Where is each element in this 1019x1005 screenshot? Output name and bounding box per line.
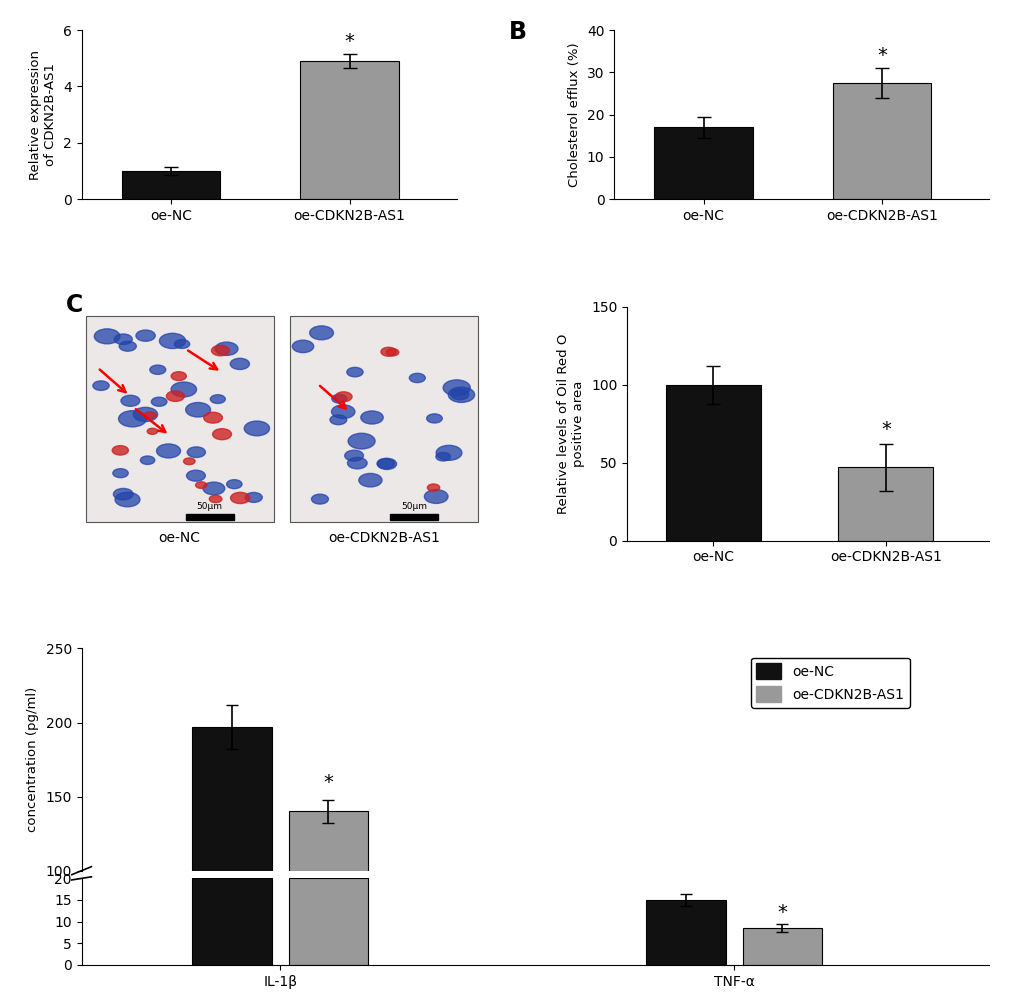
Circle shape xyxy=(380,348,396,356)
Circle shape xyxy=(215,342,237,356)
Circle shape xyxy=(436,445,462,460)
Bar xyxy=(833,83,930,199)
Circle shape xyxy=(114,334,132,345)
Circle shape xyxy=(113,468,128,477)
Circle shape xyxy=(361,411,383,424)
Circle shape xyxy=(331,394,346,403)
Circle shape xyxy=(204,412,222,423)
Circle shape xyxy=(150,365,166,375)
Y-axis label: Relative expression
of CDKN2B-AS1: Relative expression of CDKN2B-AS1 xyxy=(30,49,57,180)
Circle shape xyxy=(203,482,224,494)
Circle shape xyxy=(151,397,167,406)
Circle shape xyxy=(292,340,314,353)
Circle shape xyxy=(166,391,184,401)
Circle shape xyxy=(335,392,352,402)
Circle shape xyxy=(310,326,333,340)
Circle shape xyxy=(344,450,363,461)
Circle shape xyxy=(230,358,250,370)
Circle shape xyxy=(427,484,439,491)
Bar xyxy=(654,128,752,199)
Bar xyxy=(289,317,478,522)
Circle shape xyxy=(147,428,158,434)
Circle shape xyxy=(115,492,140,507)
Circle shape xyxy=(331,405,355,418)
Legend: oe-NC, oe-CDKN2B-AS1: oe-NC, oe-CDKN2B-AS1 xyxy=(750,657,909,708)
Circle shape xyxy=(186,470,205,481)
Circle shape xyxy=(377,458,396,469)
Circle shape xyxy=(212,429,231,440)
Circle shape xyxy=(311,494,328,505)
Circle shape xyxy=(93,381,109,390)
Circle shape xyxy=(346,368,363,377)
Bar xyxy=(742,928,821,965)
Circle shape xyxy=(121,395,140,406)
Text: *: * xyxy=(323,773,333,792)
Circle shape xyxy=(442,380,470,396)
Circle shape xyxy=(377,458,394,468)
Circle shape xyxy=(144,412,156,419)
Circle shape xyxy=(409,373,425,383)
Circle shape xyxy=(171,382,197,397)
Bar xyxy=(645,900,725,965)
Circle shape xyxy=(209,495,222,502)
Circle shape xyxy=(113,488,132,499)
Bar xyxy=(288,878,368,965)
Circle shape xyxy=(244,421,269,436)
Y-axis label: Cholesterol efflux (%): Cholesterol efflux (%) xyxy=(568,42,581,187)
Circle shape xyxy=(185,402,210,417)
Y-axis label: concentration (pg/ml): concentration (pg/ml) xyxy=(25,687,39,832)
Circle shape xyxy=(211,346,229,356)
Text: 50μm: 50μm xyxy=(400,502,427,512)
Circle shape xyxy=(118,411,147,427)
Text: oe-NC: oe-NC xyxy=(159,532,201,546)
Bar xyxy=(389,514,437,520)
Text: B: B xyxy=(508,20,527,44)
Circle shape xyxy=(196,481,207,488)
Circle shape xyxy=(426,414,442,423)
Circle shape xyxy=(226,479,242,488)
Circle shape xyxy=(156,444,180,458)
Y-axis label: Relative levels of Oil Red O
positive area: Relative levels of Oil Red O positive ar… xyxy=(556,334,585,514)
Circle shape xyxy=(136,330,155,342)
Circle shape xyxy=(187,447,205,457)
Circle shape xyxy=(183,458,195,464)
Text: *: * xyxy=(880,420,890,439)
Circle shape xyxy=(210,395,225,403)
Circle shape xyxy=(386,349,398,356)
Circle shape xyxy=(159,334,185,349)
Bar xyxy=(192,727,271,1005)
Circle shape xyxy=(141,456,155,464)
Circle shape xyxy=(359,473,382,487)
Text: oe-CDKN2B-AS1: oe-CDKN2B-AS1 xyxy=(328,532,439,546)
Circle shape xyxy=(119,342,137,351)
Circle shape xyxy=(450,389,469,400)
Circle shape xyxy=(329,415,346,425)
Circle shape xyxy=(94,329,120,344)
Circle shape xyxy=(245,492,262,502)
Circle shape xyxy=(347,457,367,469)
Bar xyxy=(665,385,760,541)
Circle shape xyxy=(424,489,447,504)
Bar xyxy=(838,467,932,541)
Circle shape xyxy=(435,452,450,461)
Circle shape xyxy=(133,407,158,421)
Text: 50μm: 50μm xyxy=(197,502,222,512)
Text: *: * xyxy=(876,46,887,65)
Circle shape xyxy=(171,372,186,381)
Bar xyxy=(192,878,271,965)
Circle shape xyxy=(347,433,375,449)
Text: C: C xyxy=(65,292,83,317)
Bar xyxy=(301,61,398,199)
Bar xyxy=(121,171,220,199)
Circle shape xyxy=(230,492,250,504)
Bar xyxy=(86,317,273,522)
Bar xyxy=(185,514,233,520)
Text: *: * xyxy=(344,32,355,51)
Bar xyxy=(288,811,368,1005)
Circle shape xyxy=(112,445,128,455)
Text: *: * xyxy=(776,903,787,922)
Circle shape xyxy=(447,387,474,402)
Circle shape xyxy=(174,340,190,349)
